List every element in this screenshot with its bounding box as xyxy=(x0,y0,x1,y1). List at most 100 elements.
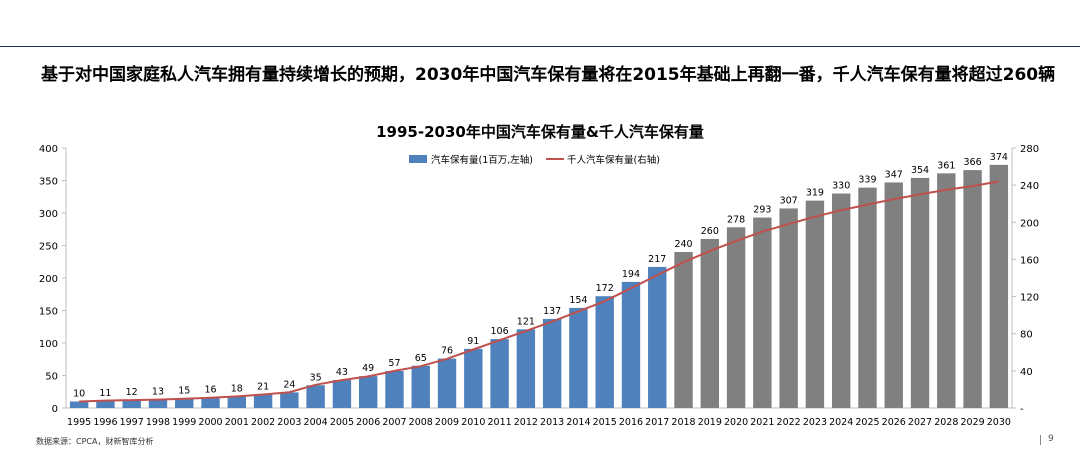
bar-value-label: 65 xyxy=(415,353,427,364)
x-axis-tick-label: 2008 xyxy=(409,417,433,428)
legend-label-bar: 汽车保有量(1百万,左轴) xyxy=(431,154,533,166)
bar-value-label: 91 xyxy=(467,336,479,347)
bar xyxy=(674,252,693,408)
bar xyxy=(542,318,562,408)
bar xyxy=(148,399,168,408)
bar-value-label: 15 xyxy=(178,385,190,396)
right-axis-tick-label: - xyxy=(1020,404,1024,415)
bar-value-label: 76 xyxy=(441,346,453,357)
bar xyxy=(831,193,851,408)
bar xyxy=(122,400,141,408)
bar-value-label: 278 xyxy=(727,214,745,225)
x-axis-tick-label: 2006 xyxy=(356,417,380,428)
bar-value-label: 330 xyxy=(832,181,850,192)
x-axis-tick-label: 1996 xyxy=(93,417,117,428)
x-axis-tick-label: 2028 xyxy=(934,417,958,428)
x-axis-tick-label: 2027 xyxy=(908,417,932,428)
bar xyxy=(884,182,903,408)
right-axis-tick-label: 40 xyxy=(1020,367,1033,378)
bar xyxy=(332,380,352,408)
bar xyxy=(569,307,588,408)
bar-value-label: 16 xyxy=(204,385,216,396)
x-axis-tick-label: 2013 xyxy=(540,417,564,428)
bar xyxy=(306,385,325,408)
x-axis-tick-label: 2023 xyxy=(803,417,827,428)
bar-value-label: 43 xyxy=(336,367,348,378)
x-axis-tick-label: 1997 xyxy=(120,417,144,428)
bar xyxy=(411,365,430,408)
bar xyxy=(437,358,457,408)
bar xyxy=(779,208,798,408)
bar xyxy=(700,239,720,408)
bar xyxy=(227,396,247,408)
legend-swatch-bar xyxy=(409,155,427,163)
line-series-per-thousand xyxy=(79,180,1000,403)
x-axis-tick-label: 1999 xyxy=(172,417,196,428)
bar-value-label: 13 xyxy=(152,387,164,398)
x-axis-tick-label: 2009 xyxy=(435,417,459,428)
x-axis-tick-label: 2015 xyxy=(593,417,617,428)
x-axis-tick-label: 1995 xyxy=(67,417,91,428)
x-axis-tick-label: 2005 xyxy=(330,417,354,428)
x-axis-tick-label: 2001 xyxy=(225,417,249,428)
legend-label-line: 千人汽车保有量(右轴) xyxy=(567,154,660,166)
bar-value-label: 240 xyxy=(674,239,692,250)
right-axis-tick-label: 200 xyxy=(1020,218,1039,229)
x-axis-tick-label: 1998 xyxy=(146,417,170,428)
left-axis-tick-label: 50 xyxy=(45,372,58,383)
left-axis-tick-label: 250 xyxy=(39,242,58,253)
bar xyxy=(937,173,956,408)
x-axis-tick-label: 2022 xyxy=(777,417,801,428)
bar-value-label: 121 xyxy=(517,316,535,327)
bar xyxy=(648,266,667,408)
left-axis-tick-label: 350 xyxy=(39,177,58,188)
bar xyxy=(805,200,825,408)
left-axis-tick-label: 100 xyxy=(39,339,58,350)
x-axis-tick-label: 2030 xyxy=(987,417,1011,428)
bar-value-label: 339 xyxy=(858,175,876,186)
x-axis-tick-label: 2003 xyxy=(277,417,301,428)
page-number: 9 xyxy=(1048,434,1054,444)
bar xyxy=(490,339,509,408)
bar-value-label: 319 xyxy=(806,188,824,199)
x-axis-tick-label: 2011 xyxy=(487,417,511,428)
bar-value-label: 57 xyxy=(388,358,400,369)
x-axis-tick-label: 2016 xyxy=(619,417,643,428)
bar xyxy=(989,164,1009,408)
bar xyxy=(358,376,378,408)
right-axis-tick-label: 160 xyxy=(1020,255,1039,266)
x-axis-tick-label: 2007 xyxy=(382,417,406,428)
bar-value-label: 24 xyxy=(283,379,295,390)
bar xyxy=(253,394,273,408)
bar-value-label: 194 xyxy=(622,269,640,280)
source-note: 数据来源：CPCA，财新智库分析 xyxy=(36,437,154,446)
x-axis-tick-label: 2025 xyxy=(855,417,879,428)
bar xyxy=(621,281,641,408)
bar xyxy=(96,400,115,408)
bar-value-label: 35 xyxy=(310,372,322,383)
bar-value-label: 347 xyxy=(885,169,903,180)
x-axis-tick-label: 2002 xyxy=(251,417,275,428)
chart-title: 1995-2030年中国汽车保有量&千人汽车保有量 xyxy=(376,123,704,141)
bar-value-label: 10 xyxy=(73,389,85,400)
x-axis-tick-label: 2000 xyxy=(198,417,222,428)
x-axis-tick-label: 2029 xyxy=(960,417,984,428)
bar xyxy=(201,397,220,408)
bar-value-label: 21 xyxy=(257,381,269,392)
bar-value-label: 12 xyxy=(126,387,138,398)
bar xyxy=(910,177,930,408)
left-axis-tick-label: 400 xyxy=(39,144,58,155)
bar-value-label: 11 xyxy=(99,388,111,399)
bar-value-label: 154 xyxy=(569,295,587,306)
bar-value-label: 106 xyxy=(491,326,509,337)
page-divider xyxy=(1040,435,1041,445)
bar xyxy=(280,392,299,408)
bar xyxy=(753,217,772,408)
x-axis-tick-label: 2010 xyxy=(461,417,485,428)
left-axis-tick-label: 150 xyxy=(39,307,58,318)
bar-value-label: 172 xyxy=(596,283,614,294)
left-axis-tick-label: 300 xyxy=(39,209,58,220)
bar xyxy=(858,187,877,408)
bar-value-label: 217 xyxy=(648,254,666,265)
